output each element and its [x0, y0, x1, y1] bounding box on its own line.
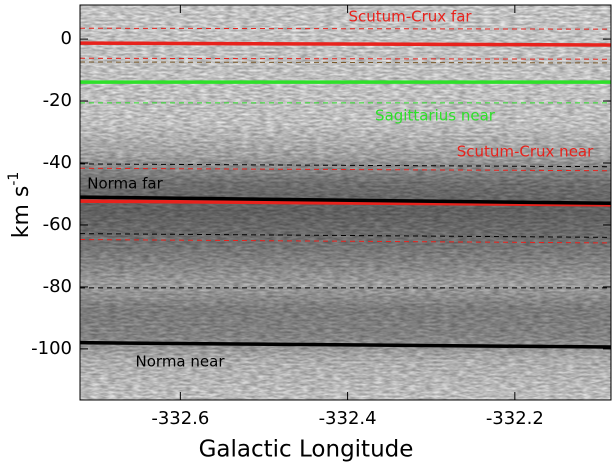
x-axis-label: Galactic Longitude: [199, 437, 414, 463]
y-axis-label: km s-1: [6, 172, 34, 239]
x-tick-label: -332.6: [151, 408, 209, 429]
x-tick-label: -332.4: [319, 408, 377, 429]
reference-line: [80, 57, 611, 60]
arm-line: [80, 340, 611, 349]
plot: [80, 27, 611, 349]
arm-label: Norma far: [87, 175, 163, 193]
reference-line: [80, 233, 611, 238]
y-tick-label: -80: [43, 276, 72, 297]
y-tick-label: -20: [43, 90, 72, 111]
reference-line: [80, 27, 611, 30]
arm-label: Scutum-Crux far: [348, 8, 472, 26]
reference-line: [80, 239, 611, 244]
frame: [79, 4, 612, 401]
y-tick-label: -100: [31, 338, 72, 359]
arm-label: Norma near: [136, 353, 226, 371]
arm-line: [80, 41, 611, 47]
y-tick-label: -60: [43, 214, 72, 235]
y-axis-label-sup: -1: [6, 172, 22, 186]
y-tick-label: -40: [43, 152, 72, 173]
arm-line: [80, 195, 611, 206]
arm-line: [80, 199, 611, 207]
reference-line: [80, 167, 611, 172]
reference-line: [80, 61, 611, 64]
x-tick-label: -332.2: [486, 408, 544, 429]
reference-line: [80, 163, 611, 168]
y-tick-label: 0: [61, 28, 72, 49]
y-axis-label-text: km s: [9, 186, 34, 239]
arm-label: Scutum-Crux near: [457, 143, 594, 161]
arm-label: Sagittarius near: [375, 107, 496, 125]
